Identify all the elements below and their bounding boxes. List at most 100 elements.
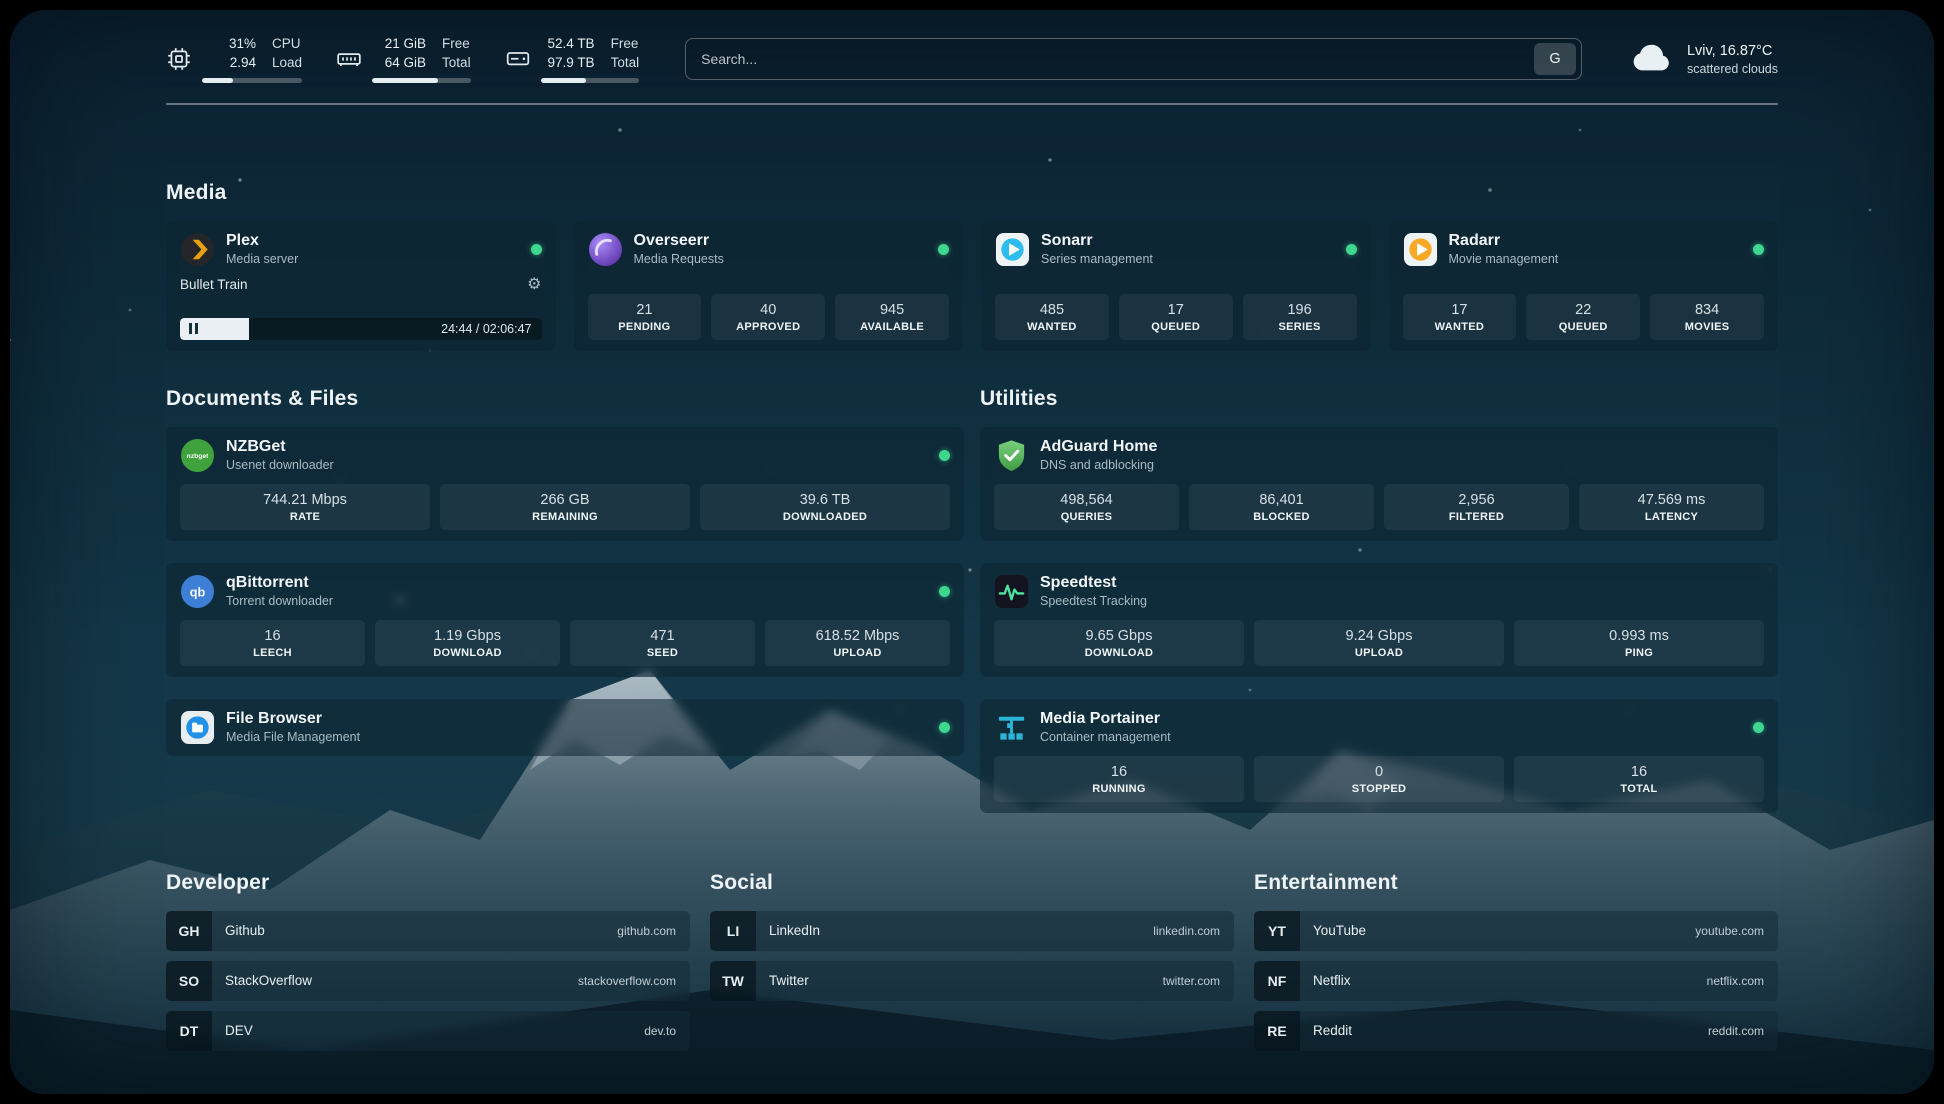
bookmark-linkedin[interactable]: LI LinkedIn linkedin.com [710,910,1234,951]
service-title: Speedtest [1040,574,1117,592]
card-speedtest[interactable]: Speedtest Speedtest Tracking 9.65 Gbps D… [980,562,1778,677]
stat-blocked: 86,401 BLOCKED [1189,483,1374,530]
section-entertainment: Entertainment YT YouTube youtube.com NF … [1254,871,1778,1051]
bookmark-name: StackOverflow [225,973,313,989]
card-sonarr[interactable]: Sonarr Series management 485 WANTED 17 Q… [981,220,1371,351]
stat-filtered: 2,956 FILTERED [1384,483,1569,530]
search-provider-button[interactable]: G [1533,43,1576,76]
disk-label-1: Free [610,36,639,51]
stat-ping: 0.993 ms PING [1514,619,1764,666]
cpu-icon [168,48,190,71]
playback-time: 24:44 / 02:06:47 [441,321,532,336]
radarr-icon [1403,232,1437,266]
cpu-progress-fill [202,77,233,83]
card-filebrowser[interactable]: File Browser Media File Management [166,698,964,756]
bookmark-url: youtube.com [1695,923,1764,938]
ram-widget: 21 GiB 64 GiB Free Total [336,36,471,83]
stat-download: 1.19 Gbps DOWNLOAD [375,619,560,666]
stat-wanted: 485 WANTED [995,293,1109,340]
weather-widget: Lviv, 16.87°C scattered clouds [1628,42,1778,76]
bookmark-name: YouTube [1313,923,1367,939]
bookmark-twitter[interactable]: TW Twitter twitter.com [710,960,1234,1001]
cpu-percent: 31% [228,36,256,51]
service-subtitle: Media server [226,252,299,267]
stat-wanted: 17 WANTED [1402,293,1517,340]
bookmark-abbr: LI [710,910,756,951]
card-overseerr[interactable]: Overseerr Media Requests 21 PENDING 40 A… [573,220,963,351]
service-title: Plex [226,232,259,250]
disk-total: 97.9 TB [547,54,595,70]
bookmark-url: netflix.com [1706,973,1764,988]
service-title: NZBGet [226,438,286,456]
section-documents: Documents & Files nzbget NZBGet Usenet d… [166,387,964,756]
section-title-social: Social [710,870,774,894]
stat-download: 9.65 Gbps DOWNLOAD [994,619,1244,666]
card-portainer[interactable]: Media Portainer Container management 16 … [980,698,1778,813]
bookmark-reddit[interactable]: RE Reddit reddit.com [1254,1010,1778,1051]
stat-running: 16 RUNNING [994,755,1244,802]
search-bar: G [685,38,1582,81]
service-subtitle: DNS and adblocking [1040,458,1154,473]
bookmark-name: Twitter [769,973,809,989]
service-subtitle: Container management [1040,730,1171,745]
now-playing-title: Bullet Train [180,277,248,293]
topbar-divider [166,102,1778,105]
bookmark-name: Reddit [1313,1023,1353,1039]
portainer-icon [998,716,1025,740]
service-title: Overseerr [633,232,710,250]
status-dot [530,243,542,255]
ram-progress-track [372,77,471,83]
memory-icon [337,53,361,67]
card-adguard[interactable]: AdGuard Home DNS and adblocking 498,564 … [980,426,1778,541]
disk-progress-fill [540,77,586,83]
bookmark-abbr: YT [1254,910,1300,951]
stat-queued: 17 QUEUED [1118,293,1233,340]
service-subtitle: Media File Management [226,730,361,745]
ram-label-2: Total [442,54,471,70]
section-media: Media Plex Media server [166,181,1778,351]
status-dot [938,243,949,255]
bookmark-dev[interactable]: DT DEV dev.to [166,1010,690,1051]
disk-icon [506,52,529,66]
stat-rate: 744.21 Mbps RATE [180,483,430,530]
bookmark-name: Github [225,923,265,939]
search-input[interactable] [701,51,1534,68]
stat-queries: 498,564 QUERIES [994,483,1179,530]
card-qbittorrent[interactable]: qb qBittorrent Torrent downloader 16 [166,562,964,677]
bookmark-github[interactable]: GH Github github.com [166,910,690,951]
bookmark-youtube[interactable]: YT YouTube youtube.com [1254,910,1778,951]
stat-pending: 21 PENDING [587,293,702,340]
service-title: Media Portainer [1040,710,1161,728]
bookmark-name: DEV [225,1023,253,1039]
service-subtitle: Movie management [1448,252,1559,267]
section-title-developer: Developer [166,870,270,894]
nzbget-icon: nzbget [180,438,215,472]
ram-total: 64 GiB [384,54,427,70]
adguard-icon [998,440,1025,471]
service-title: AdGuard Home [1040,438,1158,456]
cpu-label-2: Load [272,54,303,70]
ram-progress-fill [372,77,439,83]
cloud-icon [1633,45,1669,71]
ram-label-1: Free [442,36,470,51]
card-plex[interactable]: Plex Media server Bullet Train ⚙ 24:44 /… [166,220,556,351]
bookmark-name: Netflix [1313,973,1351,989]
status-dot [1753,243,1764,255]
plex-icon [180,232,215,266]
stat-remaining: 266 GB REMAINING [440,483,690,530]
bookmark-netflix[interactable]: NF Netflix netflix.com [1254,960,1778,1001]
service-subtitle: Series management [1041,252,1153,267]
cpu-widget: 31% 2.94 CPU Load [166,36,303,83]
section-developer: Developer GH Github github.com SO StackO… [166,871,690,1051]
service-title: Radarr [1448,232,1501,250]
status-dot [939,449,950,461]
qbittorrent-icon: qb [180,574,215,608]
bookmark-stackoverflow[interactable]: SO StackOverflow stackoverflow.com [166,960,690,1001]
card-radarr[interactable]: Radarr Movie management 17 WANTED 22 QUE… [1388,220,1778,351]
gear-icon[interactable]: ⚙ [527,275,542,293]
bookmark-abbr: NF [1254,960,1300,1001]
pause-icon [189,323,198,335]
service-title: Sonarr [1041,232,1093,250]
stat-queued: 22 QUEUED [1526,293,1641,340]
card-nzbget[interactable]: nzbget NZBGet Usenet downloader 744.21 M… [166,426,964,541]
